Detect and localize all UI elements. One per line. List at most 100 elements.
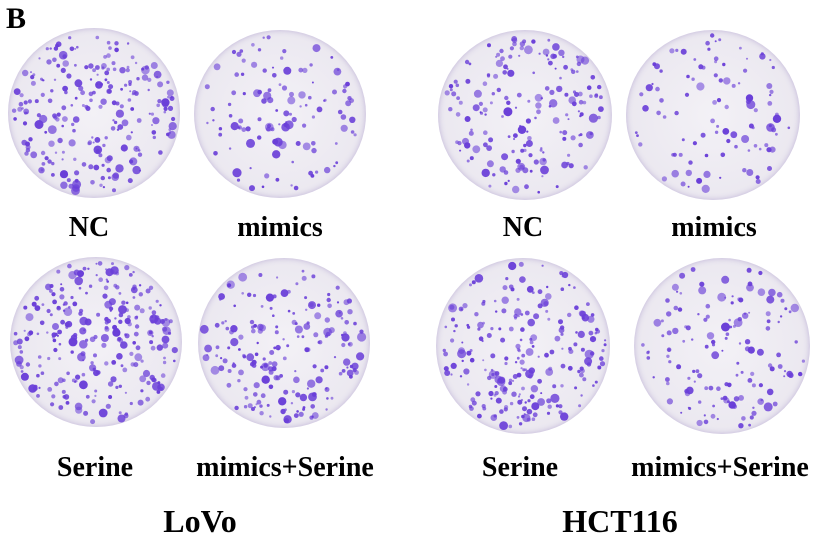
colony <box>542 151 545 154</box>
colony <box>124 83 128 87</box>
colony <box>107 176 111 180</box>
colony <box>74 276 83 286</box>
colony <box>531 291 535 294</box>
colony <box>308 170 313 176</box>
colony <box>47 387 53 392</box>
colony <box>646 356 651 360</box>
colony <box>273 375 279 381</box>
colony <box>98 104 103 109</box>
colony <box>341 342 346 348</box>
colony <box>124 333 130 339</box>
label-hct116-nc: NC <box>502 212 544 243</box>
colony <box>148 285 154 290</box>
colony <box>121 300 126 305</box>
colony <box>36 332 40 336</box>
colony <box>527 136 532 141</box>
colony <box>73 332 78 338</box>
colony <box>147 329 154 336</box>
colony <box>713 56 719 61</box>
colony <box>337 109 343 115</box>
colony <box>53 347 58 353</box>
colony <box>488 137 494 143</box>
colony <box>102 143 106 148</box>
colony <box>775 114 779 119</box>
colony <box>720 397 724 400</box>
colony <box>509 401 514 406</box>
colony <box>555 185 559 189</box>
colony <box>140 359 144 363</box>
colony <box>23 100 28 105</box>
colony <box>298 67 304 73</box>
colony <box>578 142 583 148</box>
colony <box>249 185 255 192</box>
colony <box>280 56 284 60</box>
colony <box>516 372 522 378</box>
colony <box>106 67 110 72</box>
colony <box>504 356 509 361</box>
colony <box>59 294 65 300</box>
colony <box>134 353 143 362</box>
colony <box>558 404 563 409</box>
colony <box>786 370 793 378</box>
colony <box>721 349 724 352</box>
colony <box>74 96 78 100</box>
colony <box>766 319 771 324</box>
colony <box>52 338 57 343</box>
colony <box>162 360 167 365</box>
colony <box>13 88 21 95</box>
colony <box>302 142 311 151</box>
colony <box>524 368 528 371</box>
colony <box>521 386 525 391</box>
colony <box>104 325 109 330</box>
colony <box>106 53 111 58</box>
colony <box>291 390 295 394</box>
colony <box>256 341 259 345</box>
colony <box>277 348 280 351</box>
colony <box>254 352 259 357</box>
colony <box>37 355 42 359</box>
colony <box>70 350 74 354</box>
colony <box>52 323 59 330</box>
colony <box>535 102 542 109</box>
colony <box>666 311 672 317</box>
colony <box>78 286 82 290</box>
label-lovo-nc: NC <box>68 212 110 243</box>
colony <box>279 374 283 378</box>
colony <box>731 83 736 88</box>
colony <box>599 361 606 367</box>
colony <box>701 184 710 193</box>
colony <box>218 127 223 131</box>
colony <box>115 109 124 118</box>
colony <box>106 318 111 324</box>
colony <box>769 58 772 62</box>
colony <box>680 48 687 55</box>
colony <box>68 337 78 347</box>
colony <box>281 85 288 91</box>
colony <box>230 338 239 347</box>
colony <box>320 368 325 373</box>
colony <box>134 61 138 65</box>
colony <box>487 43 491 48</box>
colony <box>245 126 251 132</box>
colony <box>587 315 595 323</box>
colony <box>65 320 73 328</box>
colony <box>257 48 262 52</box>
label-hct116-mimics: mimics <box>671 212 757 243</box>
colony <box>330 56 334 59</box>
colony <box>666 330 672 336</box>
colony <box>767 101 773 106</box>
colony <box>543 301 549 307</box>
colony <box>132 165 141 175</box>
colony <box>151 315 154 318</box>
colony <box>325 331 331 337</box>
colony <box>332 89 337 95</box>
colony <box>132 296 136 299</box>
dish-hct116-nc-colonies <box>444 36 604 194</box>
colony <box>527 399 531 403</box>
colony <box>542 48 550 56</box>
colony <box>227 369 232 373</box>
colony <box>444 370 451 376</box>
colony <box>163 110 167 114</box>
colony <box>691 77 695 81</box>
colony <box>766 388 774 396</box>
